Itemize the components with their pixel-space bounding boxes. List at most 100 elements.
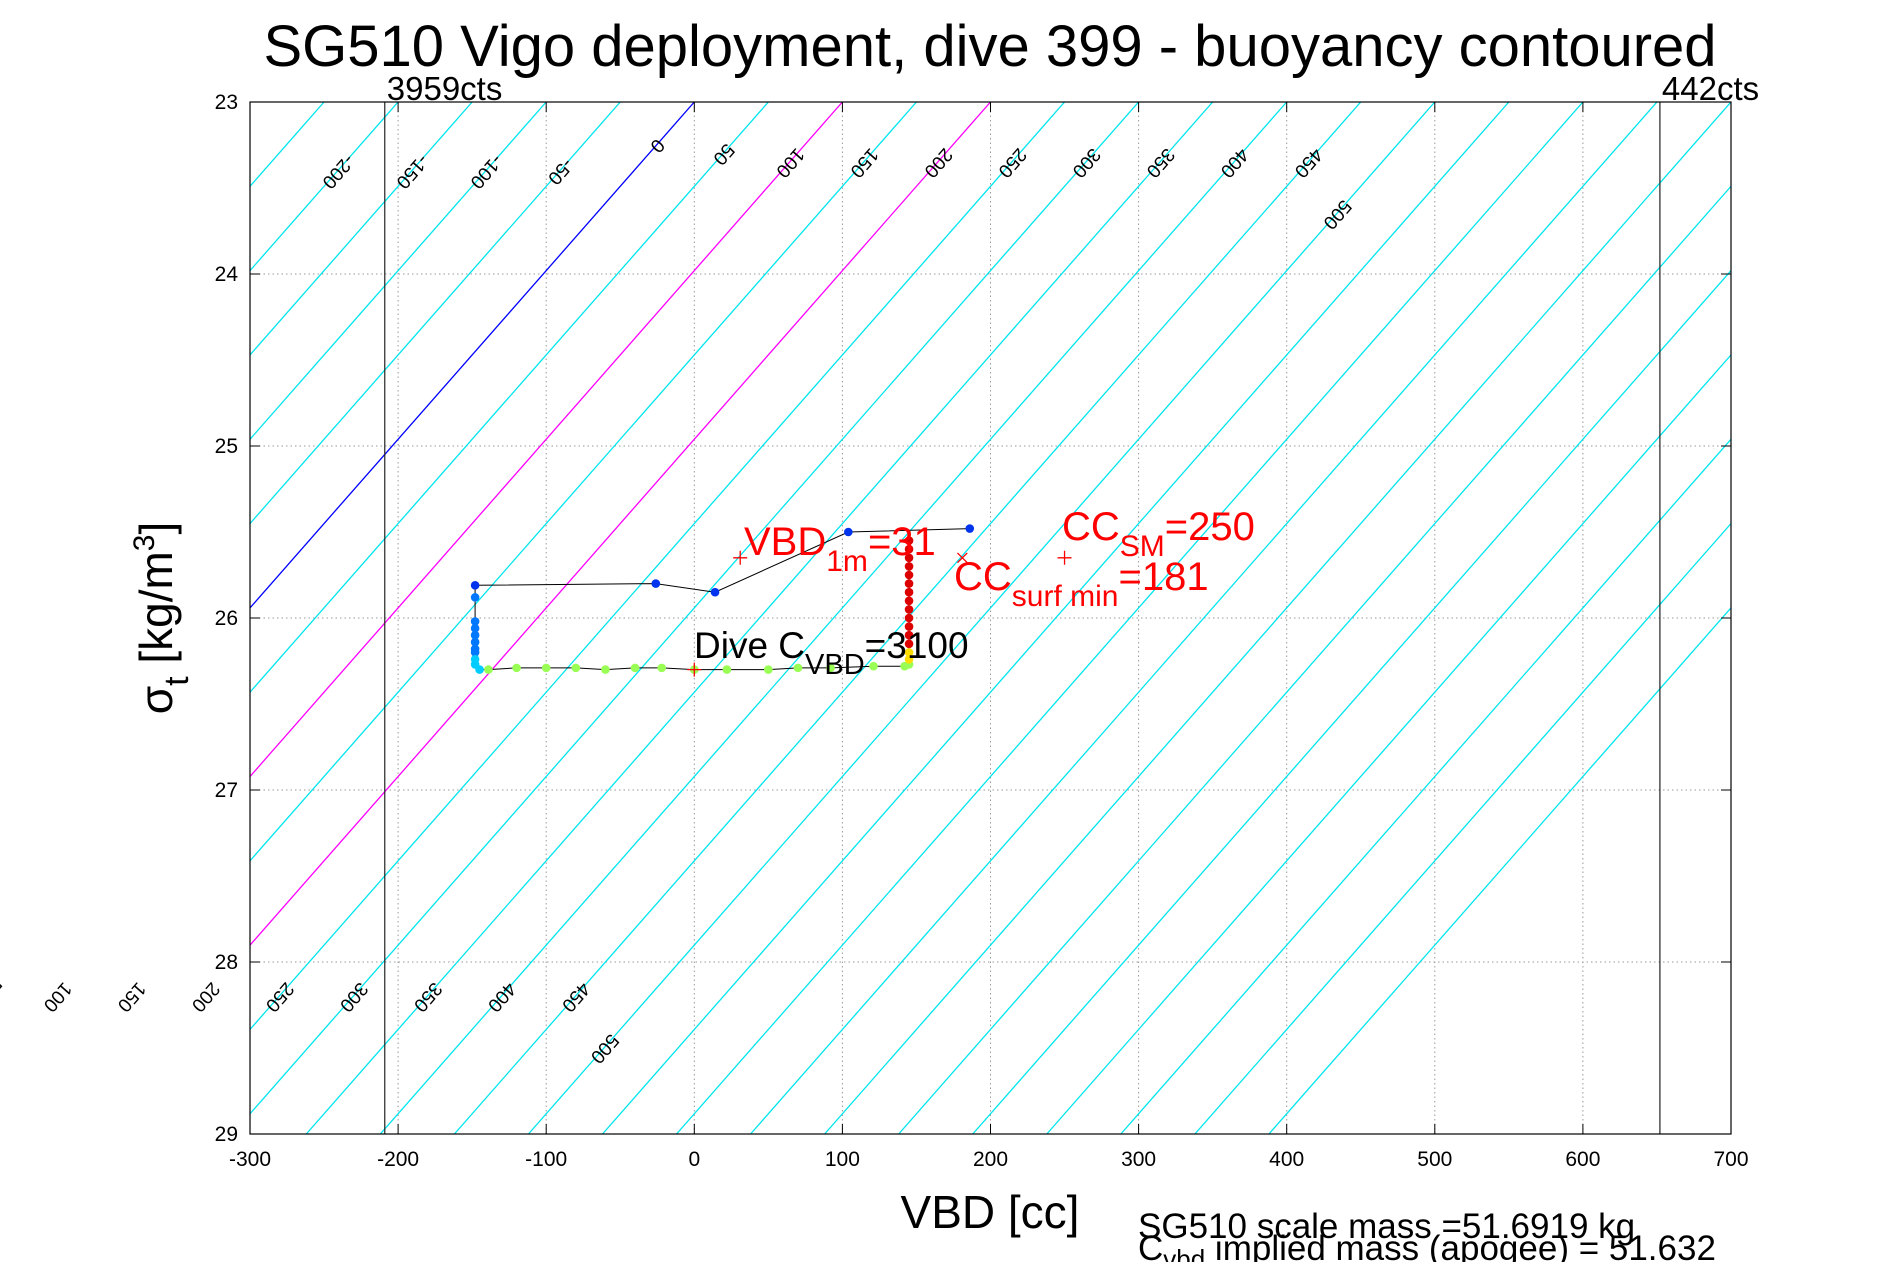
- y-tick-label: 23: [215, 91, 238, 114]
- contour-line: [1194, 522, 1731, 1134]
- dive-point: [904, 654, 914, 664]
- dive-point: [904, 553, 914, 563]
- dive-point: [904, 587, 914, 597]
- contour-label: 50: [0, 973, 6, 1003]
- contour-line: [250, 102, 473, 356]
- plus-marker: [733, 550, 748, 565]
- dive-point: [826, 663, 835, 673]
- contour-label: 150: [113, 978, 150, 1016]
- contour-line: [750, 102, 1658, 1134]
- dive-point: [904, 639, 914, 649]
- x-tick-label: 400: [1269, 1148, 1304, 1171]
- dive-point: [869, 661, 878, 671]
- dive-point: [904, 648, 914, 657]
- dive-point: [470, 648, 480, 657]
- contour-label: 200: [187, 978, 224, 1016]
- cc-surf-min-label: CCsurf min=181: [954, 555, 1209, 613]
- contour-line: [305, 102, 1214, 1134]
- contour-line: [250, 102, 1140, 1115]
- dive-point: [904, 596, 914, 606]
- dive-point: [470, 637, 480, 647]
- contour-line: [379, 102, 1288, 1134]
- contour-line: [250, 102, 251, 103]
- contour-line: [1120, 438, 1731, 1134]
- dive-point: [904, 544, 914, 554]
- dive-point: [470, 581, 480, 590]
- contour-line-highlight: [250, 102, 843, 778]
- y-axis-label: σt [kg/m3]: [128, 522, 196, 715]
- y-tick-label: 29: [215, 1123, 238, 1146]
- contour-line-highlight: [250, 102, 991, 947]
- y-tick-label: 28: [215, 951, 238, 974]
- dive-point: [904, 579, 914, 588]
- vbd-max-limit-label: 442cts: [1662, 70, 1759, 107]
- dive-point: [904, 536, 914, 545]
- buoyancy-contours: [0, 102, 1731, 1134]
- contour-line: [250, 102, 547, 441]
- scale-mass-text: SG510 scale mass =51.6919 kg: [1138, 1207, 1635, 1246]
- contour-line: [250, 102, 769, 694]
- dive-point: [470, 630, 480, 640]
- x-tick-label: -100: [525, 1148, 567, 1171]
- vbd-limit-lines: 3959cts 442cts: [384, 70, 1759, 1134]
- contour-line: [250, 102, 917, 862]
- dive-point: [793, 663, 803, 673]
- contour-line: [676, 102, 1584, 1134]
- axis-ticks: -300 -200 -100 0 100 200 300 400 500 600 700 23 24 25…: [215, 91, 1749, 1171]
- contour-line: [601, 102, 1510, 1134]
- dive-point: [475, 665, 484, 674]
- plus-marker: [1057, 550, 1072, 565]
- contour-line: [824, 102, 1731, 1134]
- dive-point: [904, 570, 914, 580]
- x-tick-label: 600: [1565, 1148, 1600, 1171]
- x-axis-label: VBD [cc]: [901, 1186, 1080, 1238]
- dive-point: [601, 665, 610, 674]
- y-tick-label: 27: [215, 779, 238, 802]
- contour-line-zero: [250, 102, 695, 609]
- plot-area: [250, 102, 1731, 1134]
- dive-point: [571, 663, 581, 673]
- cc-sm-label: CCSM=250: [1062, 505, 1255, 563]
- dive-point: [904, 630, 914, 640]
- dive-point: [710, 587, 720, 597]
- contour-line: [898, 185, 1731, 1134]
- contour-line: [250, 102, 1066, 1031]
- contour-line: [0, 102, 28, 1134]
- x-tick-label: -200: [377, 1148, 419, 1171]
- dive-point: [904, 605, 914, 614]
- x-tick-label: 0: [688, 1148, 700, 1171]
- dive-point: [844, 527, 853, 537]
- dive-point: [764, 665, 773, 674]
- chart-title: SG510 Vigo deployment, dive 399 - buoyan…: [263, 14, 1716, 79]
- contour-line: [1046, 353, 1731, 1134]
- contour-label: 100: [39, 978, 76, 1016]
- dive-point: [904, 622, 914, 631]
- x-tick-label: 500: [1417, 1148, 1452, 1171]
- dive-point: [484, 665, 493, 674]
- markers: [687, 550, 1072, 677]
- x-tick-label: 300: [1121, 1148, 1156, 1171]
- dive-point: [965, 524, 975, 533]
- dive-point: [904, 613, 914, 623]
- vbd-1m-label: VBD1m=31: [744, 520, 936, 578]
- dive-point: [541, 663, 551, 673]
- x-tick-label: 200: [973, 1148, 1008, 1171]
- dive-point: [904, 562, 914, 571]
- dive-point: [657, 663, 667, 673]
- dive-point: [722, 665, 732, 674]
- dive-point: [470, 624, 480, 633]
- y-tick-label: 24: [215, 263, 239, 286]
- cross-marker: [957, 552, 968, 564]
- vbd-min-limit-label: 3959cts: [387, 70, 503, 107]
- y-tick-label: 25: [215, 435, 238, 458]
- dive-cvbd-label: Dive CVBD=3100: [694, 625, 969, 681]
- contour-line: [0, 102, 102, 1134]
- x-tick-label: -300: [229, 1148, 271, 1171]
- y-tick-label: 26: [215, 607, 238, 630]
- contour-line: [527, 102, 1436, 1134]
- dive-point: [470, 593, 480, 602]
- dive-point: [470, 617, 480, 626]
- dive-point: [651, 579, 661, 588]
- dive-point: [512, 663, 521, 673]
